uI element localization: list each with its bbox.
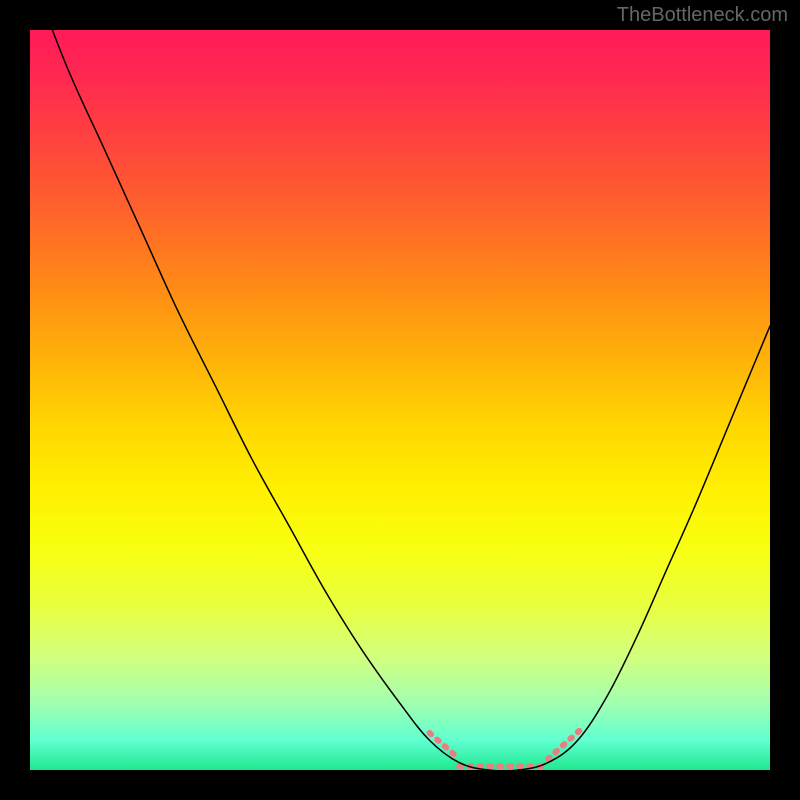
watermark-text: TheBottleneck.com: [617, 4, 788, 27]
bottleneck-chart: [30, 30, 770, 770]
chart-svg: [30, 30, 770, 770]
gradient-background: [30, 30, 770, 770]
